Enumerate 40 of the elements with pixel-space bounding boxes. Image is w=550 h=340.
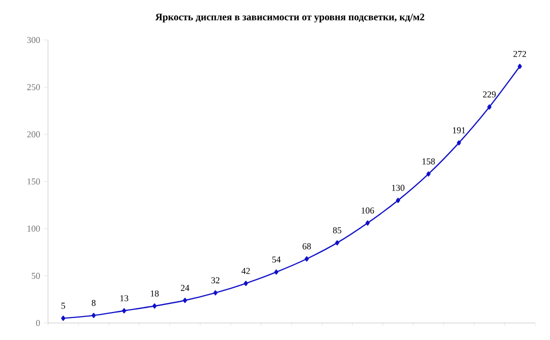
data-label: 130 <box>392 184 404 191</box>
data-label: 191 <box>452 127 466 134</box>
chart-title: Яркость дисплея в зависимости от уровня подсветки, кд/м2 <box>155 14 424 22</box>
data-label: 24 <box>180 284 190 291</box>
point <box>213 290 218 296</box>
point <box>456 140 462 146</box>
data-label: 8 <box>92 300 96 306</box>
point <box>61 316 66 321</box>
point <box>335 240 340 246</box>
point <box>304 256 309 262</box>
point <box>152 303 157 309</box>
y-tick-label: 150 <box>28 178 40 185</box>
data-label: 54 <box>272 256 281 263</box>
y-tick-label: 300 <box>27 36 40 44</box>
data-label: 18 <box>150 290 159 297</box>
point <box>122 308 126 314</box>
data-label: 85 <box>333 227 342 234</box>
data-label: 13 <box>120 295 128 302</box>
y-tick-label: 200 <box>27 131 40 138</box>
point <box>244 280 248 286</box>
y-tick-label: 50 <box>32 272 40 279</box>
data-label: 272 <box>513 50 526 57</box>
data-label: 42 <box>242 268 250 274</box>
data-label: 68 <box>302 243 311 250</box>
point <box>92 312 96 318</box>
point <box>366 220 370 226</box>
y-tick-label: 0 <box>36 320 40 326</box>
data-label: 229 <box>483 91 496 98</box>
point <box>426 171 431 177</box>
point <box>518 64 522 69</box>
y-tick-label: 250 <box>27 84 40 90</box>
data-label: 158 <box>422 158 435 164</box>
point <box>182 298 188 303</box>
y-tick-label: 100 <box>28 226 40 232</box>
data-label: 5 <box>62 302 66 309</box>
point <box>487 104 492 110</box>
data-label: 32 <box>211 277 220 284</box>
data-label: 106 <box>362 207 374 214</box>
point <box>396 198 400 203</box>
point <box>274 269 278 275</box>
